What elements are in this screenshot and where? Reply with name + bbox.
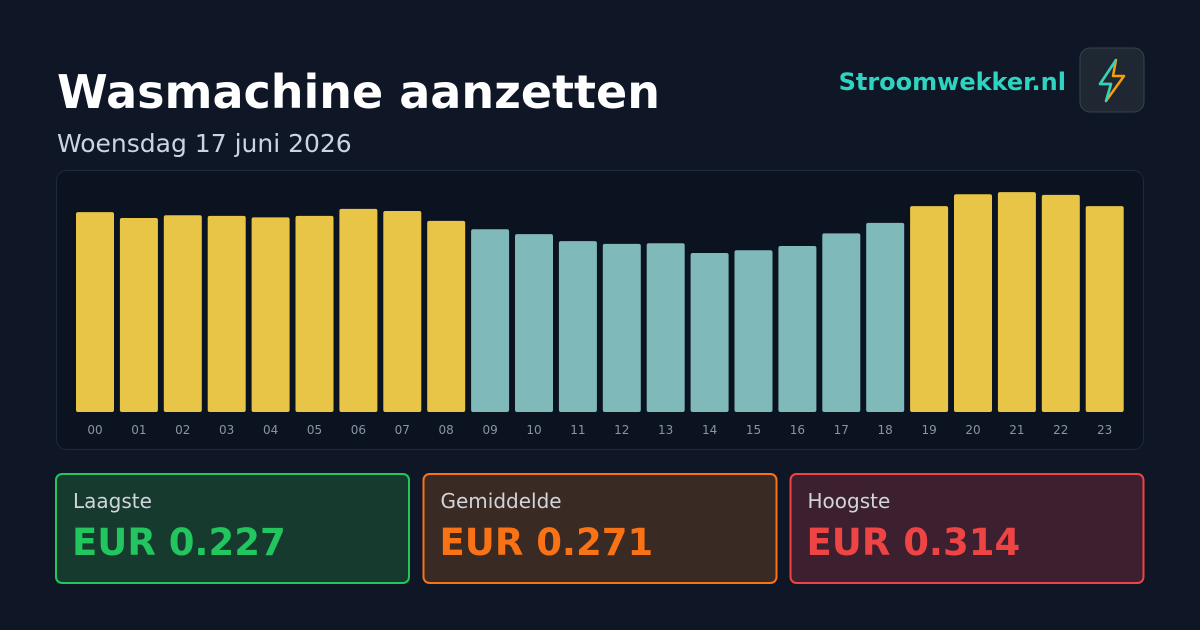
bar [558, 241, 597, 412]
stat-label: Hoogste [808, 489, 891, 513]
bar [76, 212, 114, 412]
x-tick-label: 02 [175, 423, 190, 437]
x-tick-label: 21 [1009, 423, 1024, 437]
bar [295, 215, 334, 412]
stat-card [422, 473, 778, 584]
bar [997, 192, 1036, 412]
stat-cards: Laagste EUR 0.227 Gemiddelde EUR 0.271 Hoogs… [55, 473, 1145, 584]
x-tick-label: 10 [526, 423, 541, 437]
x-tick-label: 00 [87, 423, 102, 437]
brand: Stroomwekker.nl [839, 68, 1066, 96]
bar [471, 229, 510, 412]
stat-value: EUR 0.227 [72, 521, 286, 564]
bar [690, 253, 729, 412]
x-tick-label: 14 [702, 423, 717, 437]
bar [778, 246, 817, 412]
x-tick-label: 05 [307, 423, 322, 437]
bar [954, 194, 992, 412]
x-tick-label: 20 [965, 423, 980, 437]
x-tick-label: 15 [746, 423, 761, 437]
stat-card [789, 473, 1145, 584]
stat-value: EUR 0.314 [807, 521, 1021, 564]
bolt-accent [1098, 59, 1118, 102]
x-tick-label: 17 [834, 423, 849, 437]
x-tick-label: 03 [219, 423, 234, 437]
bar [822, 233, 861, 412]
x-tick-label: 08 [439, 423, 454, 437]
x-tick-label: 18 [878, 423, 893, 437]
bar [207, 215, 246, 412]
bar [734, 250, 773, 412]
bar [119, 218, 158, 412]
bar [251, 217, 290, 412]
x-tick-label: 04 [263, 423, 278, 437]
x-tick-label: 12 [614, 423, 629, 437]
stat-label: Gemiddelde [441, 489, 562, 513]
x-tick-label: 09 [482, 423, 497, 437]
subtitle: Woensdag 17 juni 2026 [57, 129, 352, 158]
x-tick-label: 19 [921, 423, 936, 437]
bar [515, 234, 553, 412]
bar [163, 215, 202, 412]
x-tick-label: 16 [790, 423, 805, 437]
bar [339, 208, 378, 412]
x-tick-label: 23 [1097, 423, 1112, 437]
stat-card [55, 473, 410, 584]
bars: 00 01 02 03 04 05 06 07 08 09 10 11 12 13 14 15 16 17 18 19… [76, 192, 1124, 437]
bar [1085, 206, 1124, 412]
bar [646, 243, 685, 412]
x-tick-label: 07 [395, 423, 410, 437]
bar [602, 243, 641, 412]
x-tick-label: 01 [131, 423, 146, 437]
x-tick-label: 06 [351, 423, 366, 437]
bar [383, 211, 422, 412]
x-tick-label: 22 [1053, 423, 1068, 437]
x-tick-label: 11 [570, 423, 585, 437]
brand-icon [1079, 47, 1145, 113]
bar [866, 222, 905, 412]
stat-label: Laagste [73, 489, 152, 513]
bar [1041, 194, 1080, 412]
x-tick-label: 13 [658, 423, 673, 437]
stat-value: EUR 0.271 [440, 521, 654, 564]
bar [910, 206, 949, 412]
bar [427, 220, 466, 412]
title: Wasmachine aanzetten [57, 65, 660, 119]
